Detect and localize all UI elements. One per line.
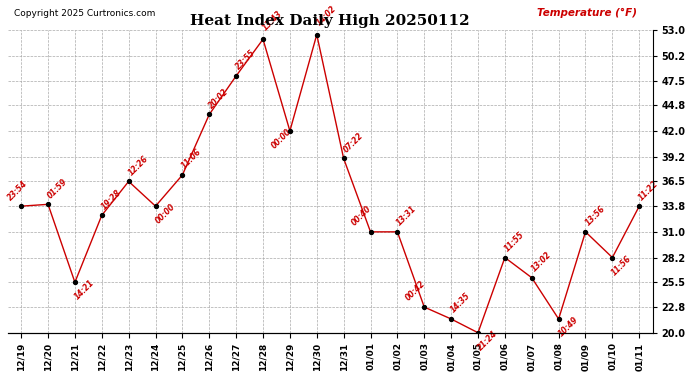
Point [365, 229, 376, 235]
Text: 11:55: 11:55 [503, 230, 526, 254]
Point [500, 255, 511, 261]
Point [633, 203, 644, 209]
Text: 10:49: 10:49 [556, 315, 580, 338]
Point [204, 111, 215, 117]
Text: 20:02: 20:02 [207, 87, 230, 110]
Text: 21:24: 21:24 [476, 329, 499, 352]
Point [150, 203, 161, 209]
Text: 12:26: 12:26 [126, 154, 150, 177]
Point [392, 229, 403, 235]
Point [419, 304, 430, 310]
Text: Copyright 2025 Curtronics.com: Copyright 2025 Curtronics.com [14, 9, 155, 18]
Point [607, 255, 618, 261]
Text: 13:56: 13:56 [583, 204, 607, 228]
Text: 01:59: 01:59 [46, 177, 69, 200]
Point [553, 316, 564, 322]
Text: 23:55: 23:55 [234, 48, 257, 72]
Point [230, 73, 241, 79]
Point [473, 330, 484, 336]
Text: 14:35: 14:35 [449, 291, 472, 315]
Text: 11:06: 11:06 [180, 147, 204, 171]
Text: 23:54: 23:54 [6, 178, 30, 202]
Point [43, 201, 54, 207]
Text: 11:56: 11:56 [610, 254, 633, 277]
Text: 14:21: 14:21 [72, 278, 96, 302]
Point [446, 316, 457, 322]
Text: 00:00: 00:00 [153, 202, 177, 226]
Text: 19:28: 19:28 [99, 188, 123, 211]
Point [123, 178, 134, 184]
Point [284, 128, 295, 134]
Text: 00:40: 00:40 [351, 204, 373, 228]
Point [580, 229, 591, 235]
Point [16, 203, 27, 209]
Text: 11:22: 11:22 [637, 178, 660, 202]
Point [526, 275, 538, 281]
Text: 07:22: 07:22 [342, 131, 365, 154]
Point [70, 279, 81, 285]
Title: Heat Index Daily High 20250112: Heat Index Daily High 20250112 [190, 13, 470, 27]
Text: 13:31: 13:31 [395, 204, 419, 228]
Text: 14:02: 14:02 [315, 4, 338, 28]
Point [311, 32, 322, 38]
Text: 13:43: 13:43 [261, 9, 284, 32]
Text: 00:00: 00:00 [270, 127, 293, 150]
Text: Temperature (°F): Temperature (°F) [537, 8, 637, 18]
Text: 13:02: 13:02 [529, 250, 553, 273]
Point [257, 36, 268, 42]
Point [97, 212, 108, 218]
Point [338, 156, 349, 162]
Point [177, 172, 188, 178]
Text: 00:42: 00:42 [404, 279, 427, 303]
